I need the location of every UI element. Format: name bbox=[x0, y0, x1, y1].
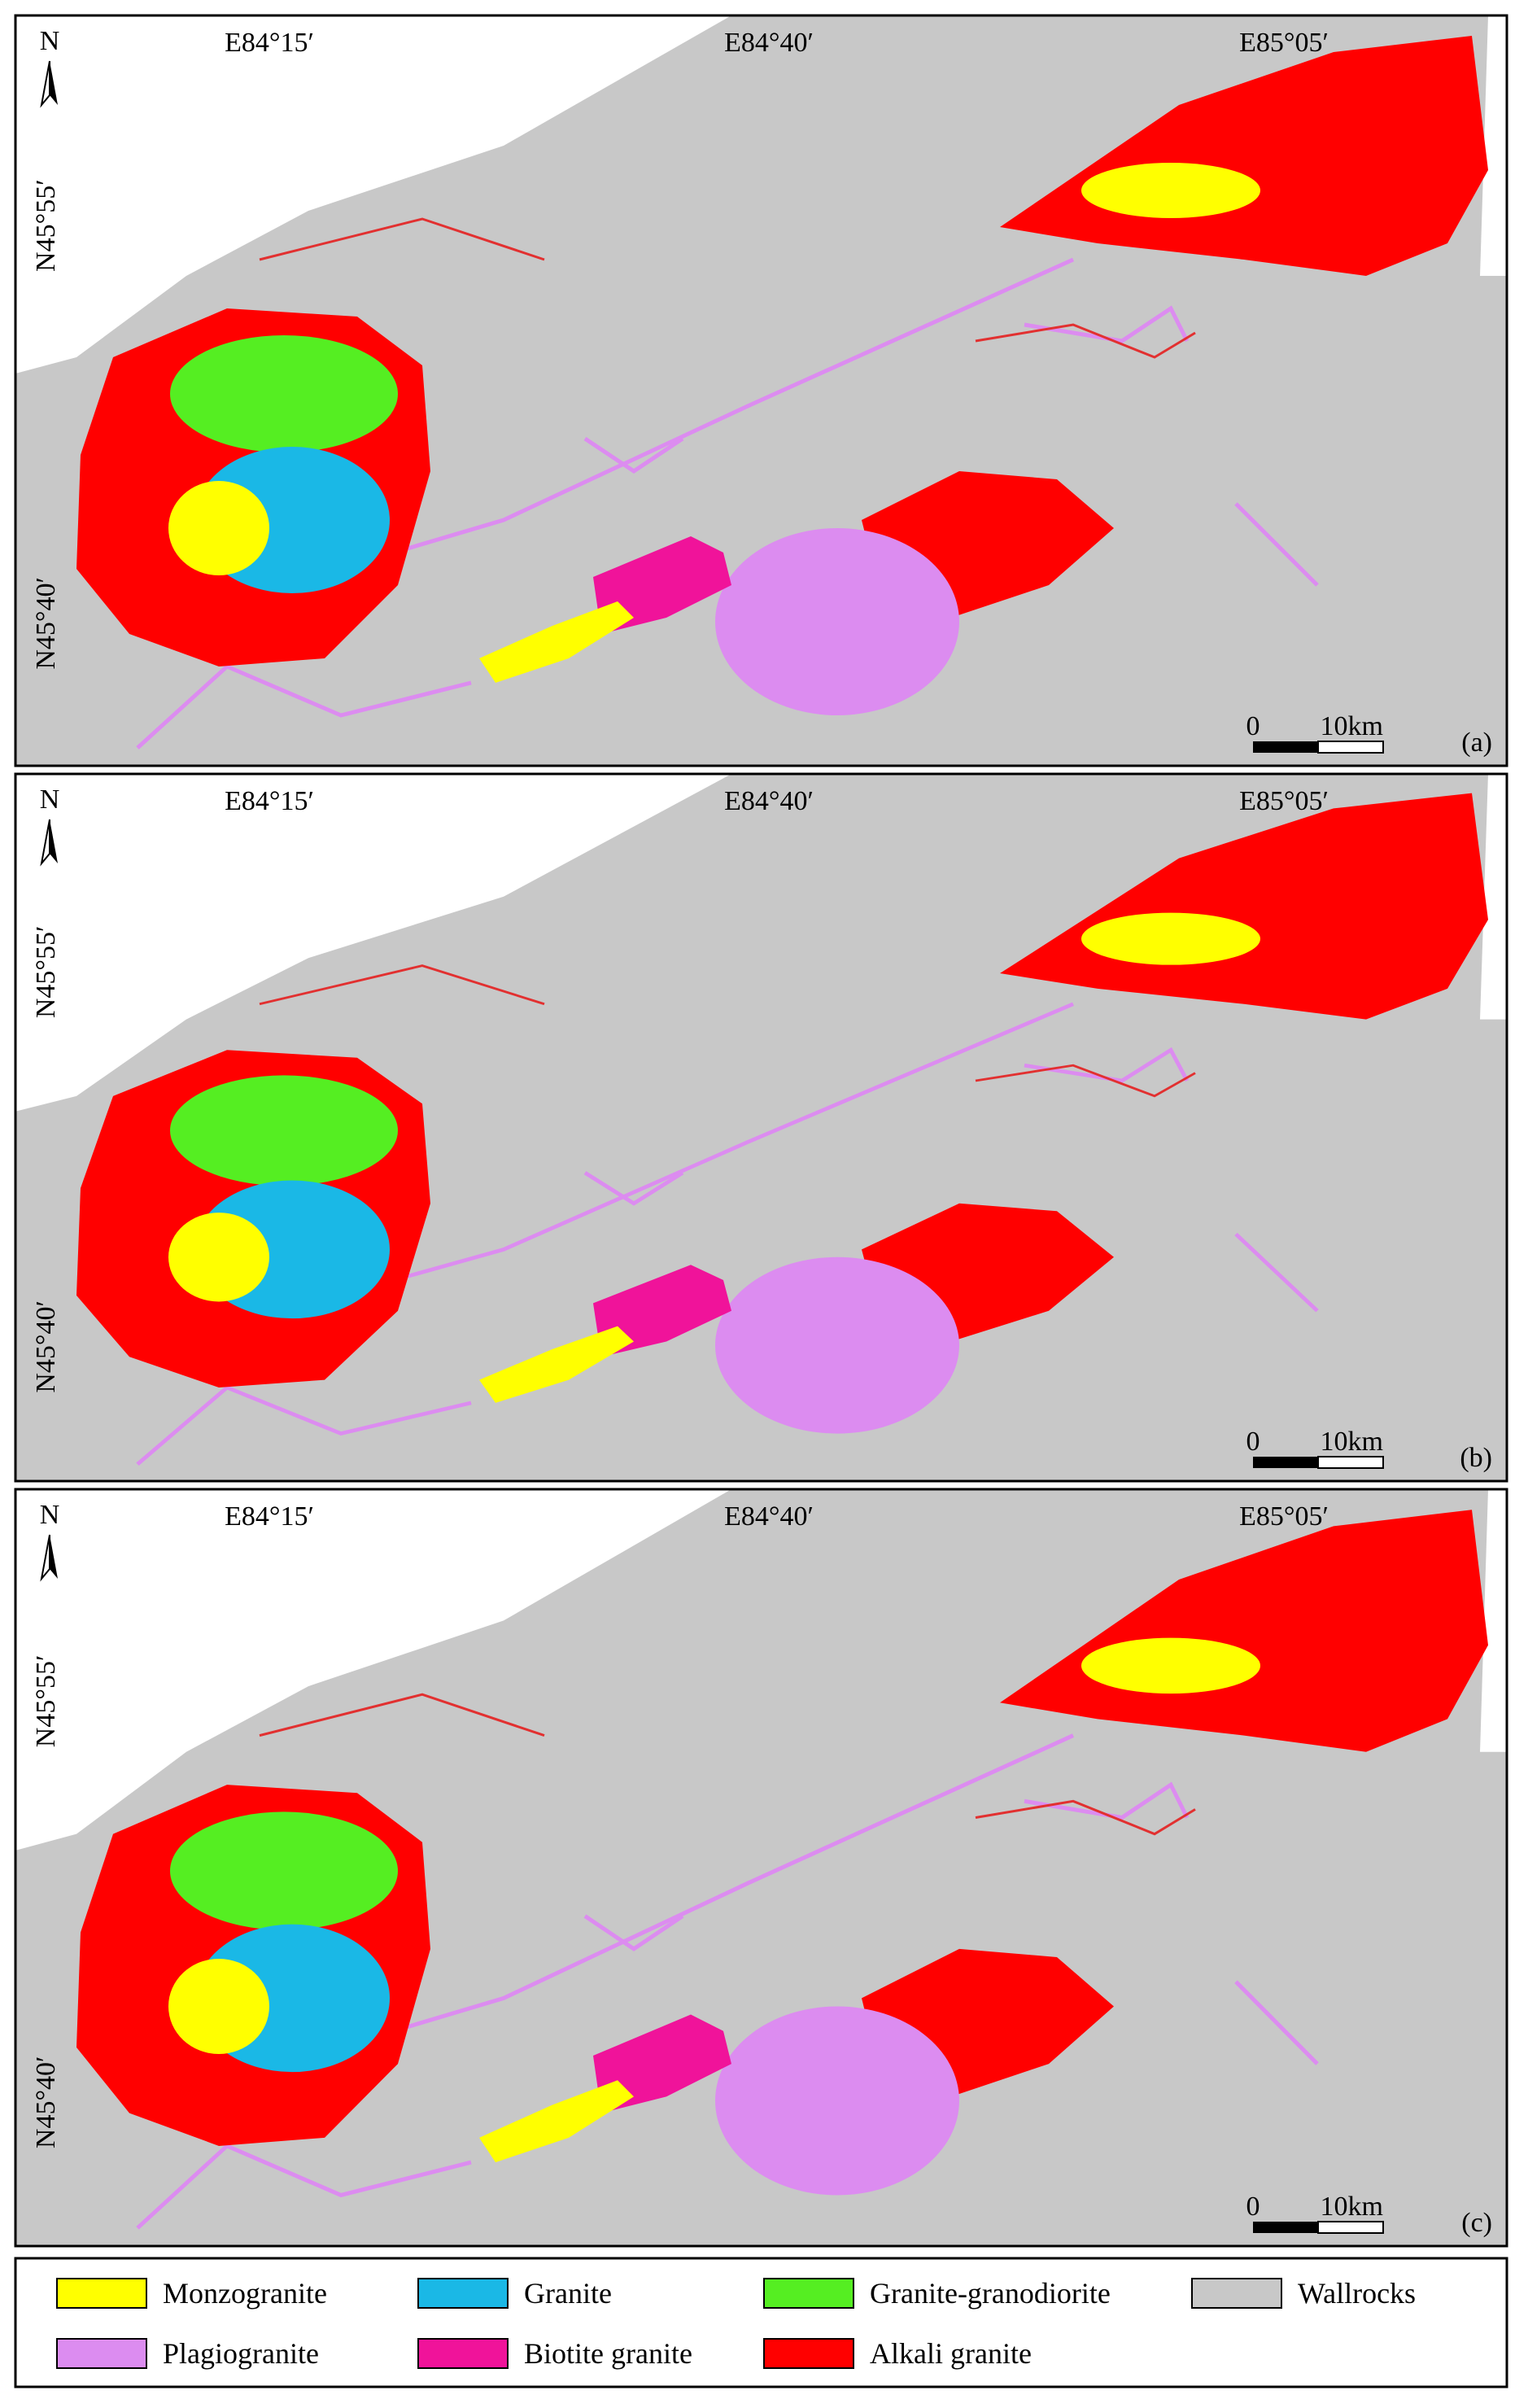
legend-label: Wallrocks bbox=[1298, 2277, 1416, 2310]
legend-swatch bbox=[417, 2278, 509, 2309]
scale-bar bbox=[1253, 1457, 1318, 1468]
scale-end: 10km bbox=[1321, 2192, 1383, 2222]
longitude-label: E84°40′ bbox=[724, 786, 814, 816]
scale-start: 0 bbox=[1246, 711, 1260, 741]
north-arrow bbox=[40, 60, 50, 108]
north-arrow bbox=[50, 61, 58, 105]
north-label: N bbox=[40, 26, 60, 56]
longitude-label: E84°15′ bbox=[225, 1501, 314, 1532]
north-arrow bbox=[40, 1534, 50, 1582]
latitude-label: N45°40′ bbox=[31, 2056, 61, 2149]
longitude-label: E84°40′ bbox=[724, 1501, 814, 1532]
scale-bar bbox=[1317, 2221, 1384, 2234]
scale-start: 0 bbox=[1246, 1427, 1260, 1457]
panel-frame bbox=[14, 772, 1508, 1483]
legend-label: Granite-granodiorite bbox=[870, 2277, 1111, 2310]
scale-start: 0 bbox=[1246, 2192, 1260, 2222]
longitude-label: E85°05′ bbox=[1239, 28, 1329, 58]
panel-label: (c) bbox=[1461, 2208, 1492, 2238]
panel-label: (b) bbox=[1460, 1443, 1492, 1473]
map-panel: N E84°15′ E84°40′ E85°05′ N45°55′ N45°40′ 0 10k… bbox=[15, 1489, 1507, 2246]
legend-label: Granite bbox=[524, 2277, 612, 2310]
map-panel: N E84°15′ E84°40′ E85°05′ N45°55′ N45°40′ 0 10k… bbox=[15, 774, 1507, 1481]
legend-swatch bbox=[417, 2338, 509, 2369]
panels: N E84°15′ E84°40′ E85°05′ N45°55′ N45°40′ 0 10k… bbox=[15, 15, 1507, 2246]
longitude-label: E84°15′ bbox=[225, 786, 314, 816]
legend-label: Biotite granite bbox=[524, 2337, 692, 2370]
legend-label: Alkali granite bbox=[870, 2337, 1032, 2370]
legend-swatch bbox=[763, 2338, 854, 2369]
latitude-label: N45°40′ bbox=[31, 577, 61, 670]
map-image bbox=[15, 774, 1507, 1481]
map-image bbox=[15, 15, 1507, 766]
legend-swatch bbox=[763, 2278, 854, 2309]
legend-swatch bbox=[56, 2338, 147, 2369]
scale-end: 10km bbox=[1321, 1427, 1383, 1457]
panel-frame bbox=[14, 1488, 1508, 2248]
scale-bar bbox=[1317, 1456, 1384, 1469]
map-panel: N E84°15′ E84°40′ E85°05′ N45°55′ N45°40′ 0 10k… bbox=[15, 15, 1507, 766]
map-image bbox=[15, 1489, 1507, 2246]
latitude-label: N45°40′ bbox=[31, 1300, 61, 1393]
longitude-label: E85°05′ bbox=[1239, 786, 1329, 816]
north-arrow bbox=[40, 819, 50, 867]
latitude-label: N45°55′ bbox=[31, 926, 61, 1019]
legend-swatch bbox=[56, 2278, 147, 2309]
latitude-label: N45°55′ bbox=[31, 1655, 61, 1748]
scale-bar bbox=[1253, 741, 1318, 753]
longitude-label: E84°15′ bbox=[225, 28, 314, 58]
longitude-label: E84°40′ bbox=[724, 28, 814, 58]
north-arrow bbox=[50, 1535, 58, 1579]
legend-label: Monzogranite bbox=[163, 2277, 327, 2310]
scale-bar bbox=[1317, 741, 1384, 754]
legend: Monzogranite Granite Granite-granodiorite W… bbox=[14, 2257, 1508, 2388]
north-label: N bbox=[40, 784, 60, 815]
longitude-label: E85°05′ bbox=[1239, 1501, 1329, 1532]
north-label: N bbox=[40, 1500, 60, 1530]
legend-label: Plagiogranite bbox=[163, 2337, 319, 2370]
latitude-label: N45°55′ bbox=[31, 179, 61, 272]
legend-swatch bbox=[1191, 2278, 1282, 2309]
scale-end: 10km bbox=[1321, 711, 1383, 741]
panel-label: (a) bbox=[1461, 728, 1492, 758]
north-arrow bbox=[50, 819, 58, 863]
scale-bar bbox=[1253, 2222, 1318, 2233]
panel-frame bbox=[14, 14, 1508, 767]
